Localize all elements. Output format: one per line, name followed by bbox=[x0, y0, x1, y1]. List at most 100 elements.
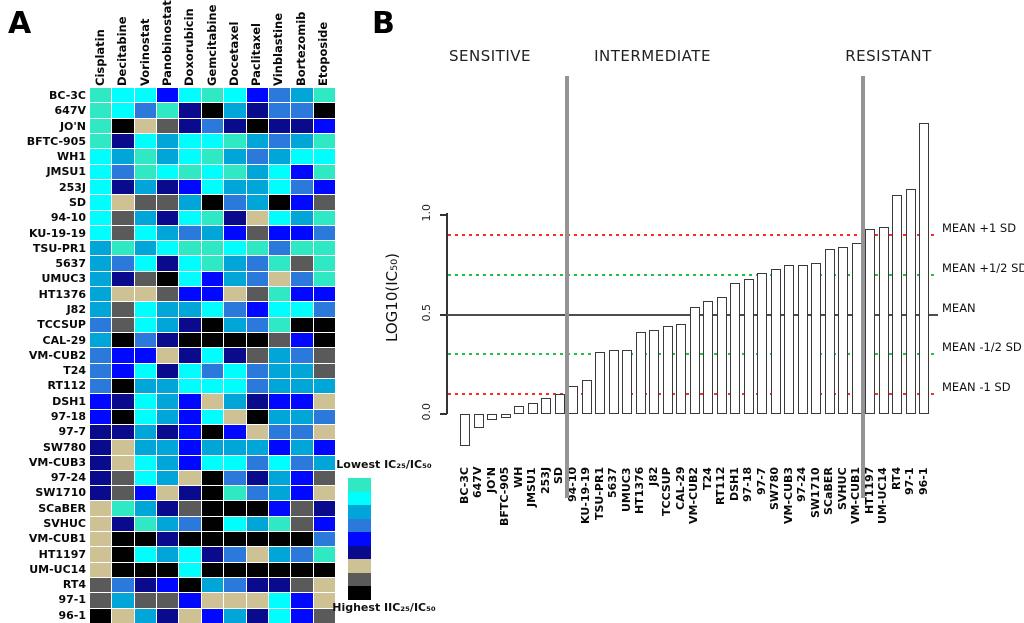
heatmap-cell bbox=[90, 532, 112, 547]
y-axis-title: LOG10(IC₅₀) bbox=[383, 253, 401, 342]
heatmap-cell bbox=[112, 133, 134, 149]
heatmap-cell bbox=[179, 317, 201, 333]
heatmap-cell bbox=[112, 103, 134, 118]
bar bbox=[770, 268, 781, 414]
heatmap-cell bbox=[179, 179, 201, 195]
heatmap-cell bbox=[246, 547, 268, 562]
bar bbox=[622, 350, 632, 414]
heatmap-cell bbox=[291, 210, 313, 225]
heatmap-cell bbox=[90, 210, 112, 225]
heatmap-cell bbox=[179, 103, 201, 118]
heatmap-row-label: SD bbox=[68, 196, 86, 209]
heatmap-cell bbox=[268, 501, 291, 516]
heatmap-cell bbox=[157, 88, 179, 103]
legend-color-swatch bbox=[348, 586, 371, 600]
heatmap-row-label: UM-UC14 bbox=[29, 562, 86, 576]
heatmap-cell bbox=[268, 424, 291, 440]
heatmap-cell bbox=[268, 593, 291, 608]
heatmap-cell bbox=[157, 333, 179, 348]
heatmap-cell bbox=[134, 241, 157, 256]
heatmap-cell bbox=[157, 455, 179, 470]
y-axis-tick bbox=[440, 413, 447, 415]
heatmap-cell bbox=[246, 88, 268, 103]
heatmap-cell bbox=[179, 470, 201, 486]
heatmap-cell bbox=[201, 516, 224, 532]
heatmap-cell bbox=[291, 440, 313, 455]
heatmap-row-label: 5637 bbox=[55, 257, 86, 271]
heatmap-cell bbox=[224, 195, 246, 210]
heatmap-cell bbox=[112, 241, 134, 256]
heatmap-cell bbox=[179, 532, 201, 547]
heatmap-cell bbox=[112, 348, 134, 363]
x-axis-label: SW780 bbox=[768, 467, 781, 511]
heatmap-cell bbox=[291, 302, 313, 317]
heatmap-cell bbox=[157, 164, 179, 179]
heatmap-cell bbox=[112, 486, 134, 501]
x-axis-label: 97-24 bbox=[795, 467, 808, 503]
heatmap-cell bbox=[224, 409, 246, 424]
heatmap-cell bbox=[291, 409, 313, 424]
heatmap-cell bbox=[134, 348, 157, 363]
bar bbox=[784, 264, 794, 414]
group-label-intermediate: INTERMEDIATE bbox=[594, 47, 711, 65]
heatmap-row-label: JMSU1 bbox=[46, 165, 86, 179]
bar bbox=[608, 350, 619, 414]
heatmap-cell bbox=[268, 317, 291, 333]
legend-color-swatch bbox=[348, 545, 371, 559]
heatmap-cell bbox=[268, 195, 291, 210]
bar bbox=[878, 226, 889, 414]
heatmap-cell bbox=[157, 578, 179, 593]
bar bbox=[649, 330, 659, 414]
heatmap-cell bbox=[134, 440, 157, 455]
heatmap-cell bbox=[112, 562, 134, 578]
heatmap-cell bbox=[224, 133, 246, 149]
legend-color-swatch bbox=[348, 491, 371, 505]
heatmap-row-label: SW780 bbox=[42, 440, 86, 454]
heatmap-cell bbox=[134, 302, 157, 317]
reference-line-label: MEAN -1/2 SD bbox=[942, 340, 1022, 355]
group-label-sensitive: SENSITIVE bbox=[449, 47, 531, 65]
heatmap-cell bbox=[134, 455, 157, 470]
heatmap-row-label: BFTC-905 bbox=[26, 134, 86, 148]
heatmap-cell bbox=[112, 164, 134, 179]
heatmap-cell bbox=[224, 287, 246, 302]
heatmap-cell bbox=[291, 501, 313, 516]
y-axis-tick-label: 0.0 bbox=[420, 403, 433, 421]
bar bbox=[716, 296, 727, 414]
heatmap-cell bbox=[201, 409, 224, 424]
heatmap-cell bbox=[201, 532, 224, 547]
heatmap-cell bbox=[179, 440, 201, 455]
heatmap-cell bbox=[224, 210, 246, 225]
heatmap-cell bbox=[90, 501, 112, 516]
x-axis-label: RT112 bbox=[714, 467, 727, 506]
heatmap-cell bbox=[224, 103, 246, 118]
heatmap-cell bbox=[134, 516, 157, 532]
heatmap-cell bbox=[112, 363, 134, 378]
heatmap-cell bbox=[157, 363, 179, 378]
divider-intermediate-resistant bbox=[861, 76, 865, 498]
heatmap-cell bbox=[134, 394, 157, 409]
heatmap-cell bbox=[313, 333, 335, 348]
x-axis-label: SVHUC bbox=[835, 467, 849, 510]
heatmap-cell bbox=[246, 149, 268, 164]
heatmap-cell bbox=[90, 593, 112, 608]
x-axis-label: KU-19-19 bbox=[579, 467, 592, 525]
heatmap-cell bbox=[201, 210, 224, 225]
heatmap-cell bbox=[157, 562, 179, 578]
x-axis-label: UM-UC14 bbox=[876, 467, 889, 524]
heatmap-cell bbox=[291, 562, 313, 578]
heatmap-cell bbox=[224, 394, 246, 409]
heatmap-cell bbox=[313, 302, 335, 317]
heatmap-cell bbox=[179, 455, 201, 470]
heatmap-cell bbox=[224, 378, 246, 394]
reference-line-label: MEAN bbox=[942, 300, 976, 315]
x-axis-label: RT4 bbox=[889, 467, 903, 491]
reference-line-label: MEAN +1 SD bbox=[942, 220, 1017, 235]
heatmap-cell bbox=[179, 195, 201, 210]
heatmap-cell bbox=[201, 256, 224, 271]
heatmap-cell bbox=[268, 547, 291, 562]
heatmap-cell bbox=[112, 578, 134, 593]
bar bbox=[595, 352, 605, 414]
heatmap-cell bbox=[313, 409, 335, 424]
